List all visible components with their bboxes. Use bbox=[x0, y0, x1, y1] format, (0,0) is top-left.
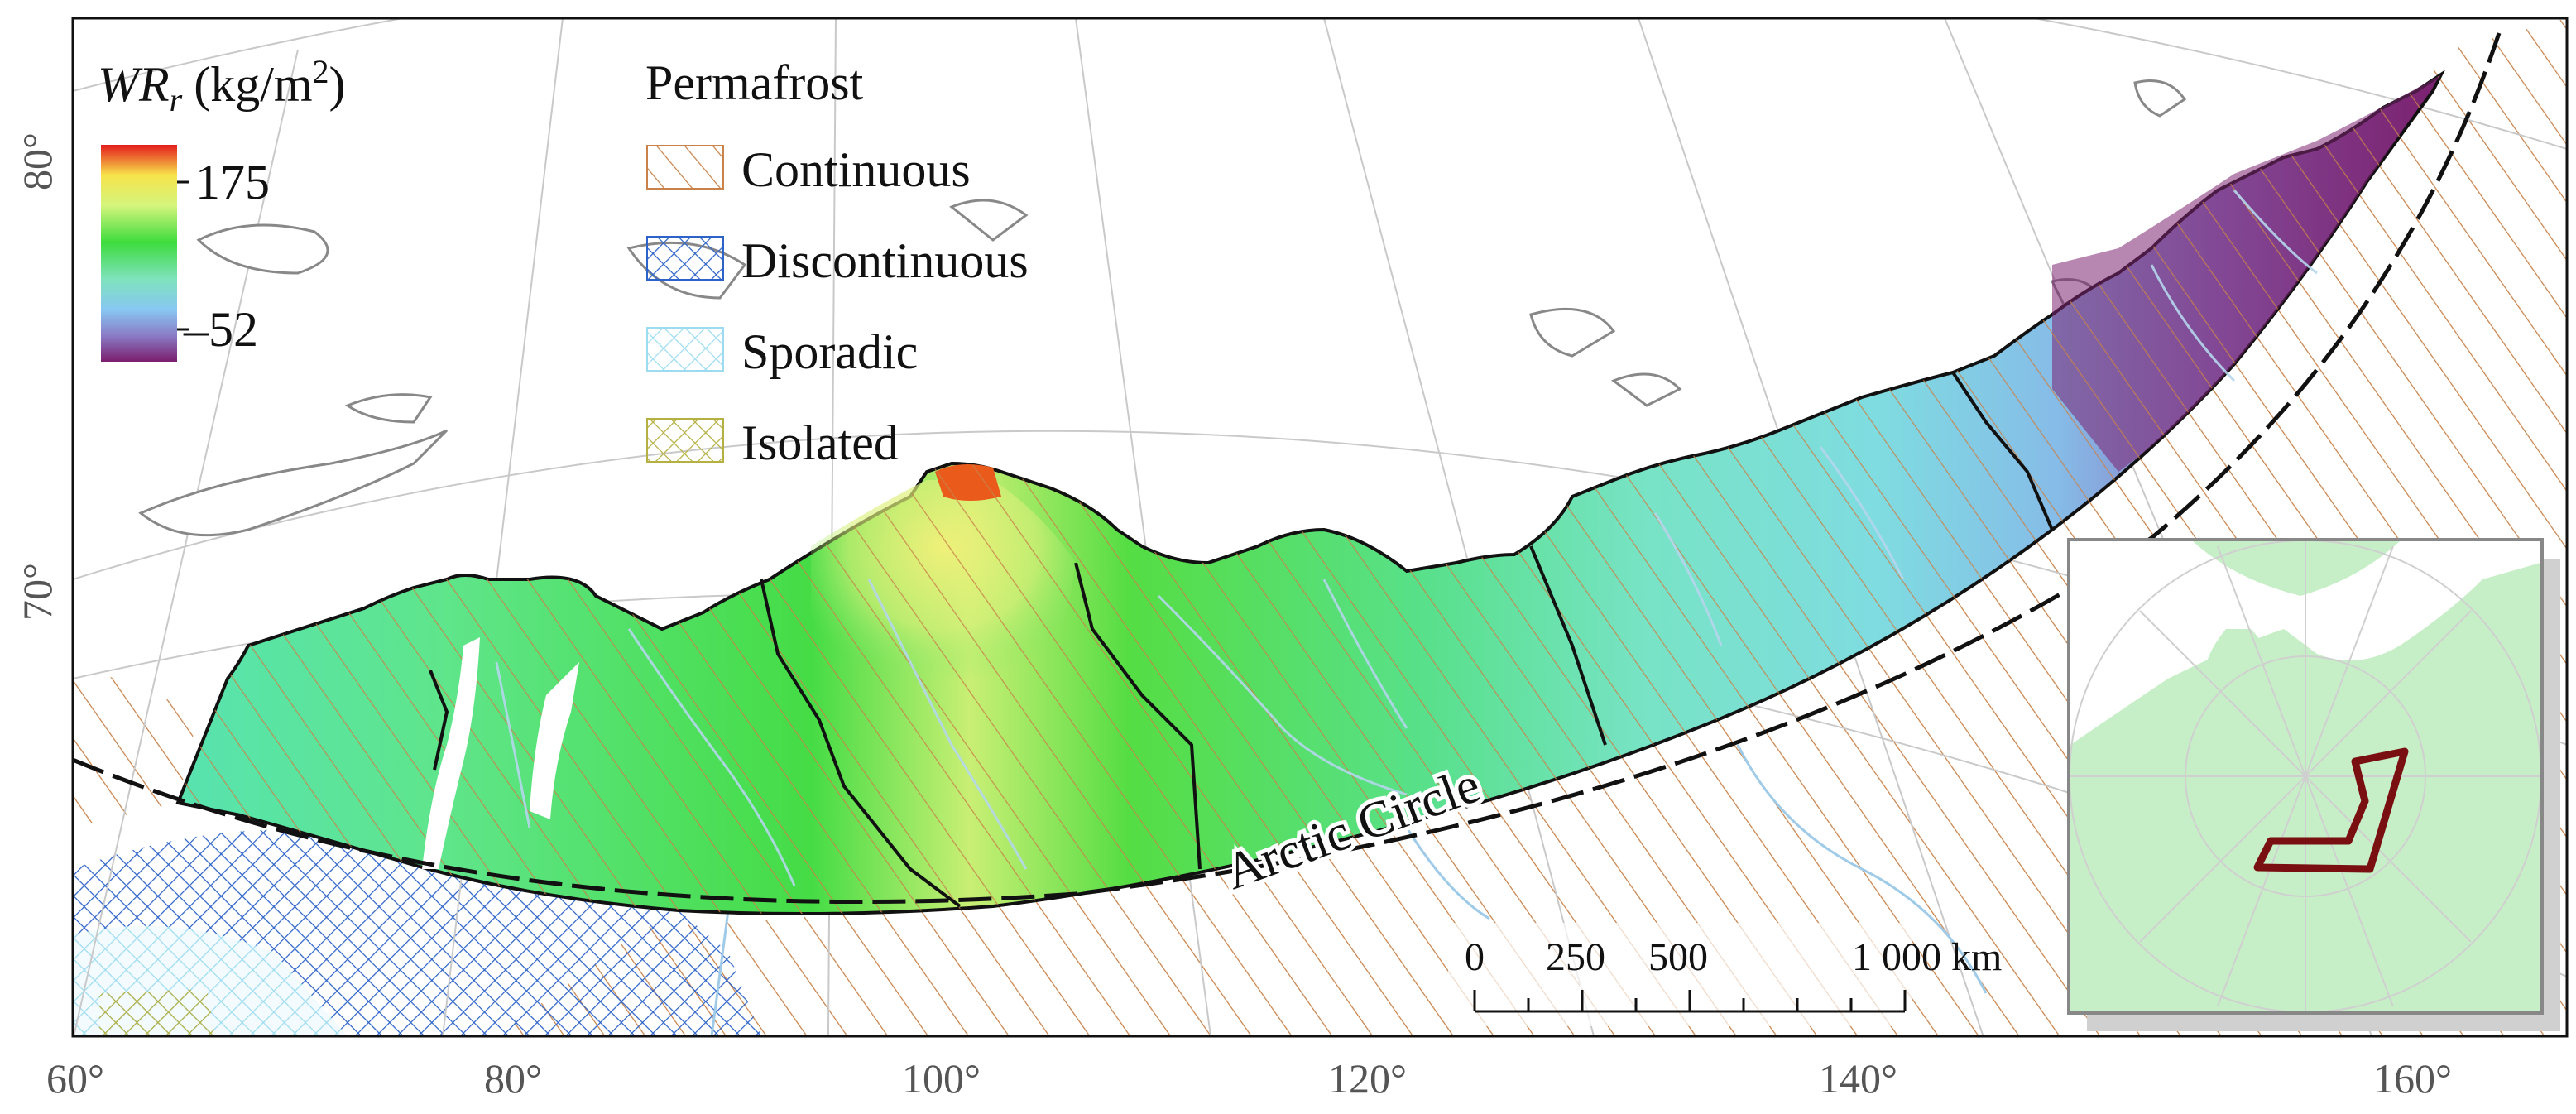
lon-label-100: 100° bbox=[902, 1055, 981, 1102]
region-boundaries bbox=[429, 371, 2054, 908]
colorbar-title-sub: r bbox=[170, 81, 183, 118]
legend-title: Permafrost bbox=[645, 55, 864, 110]
lon-label-140: 140° bbox=[1819, 1055, 1897, 1102]
legend-label-sporadic: Sporadic bbox=[741, 324, 918, 379]
legend-label-isolated: Isolated bbox=[741, 415, 899, 470]
scale-bar: 0 250 500 1 000 km bbox=[1448, 923, 2002, 1026]
study-region-hatch bbox=[178, 74, 2441, 914]
legend-label-discontinuous: Discontinuous bbox=[741, 233, 1029, 288]
inset-study-area bbox=[2253, 747, 2409, 873]
inset-land-north bbox=[2193, 541, 2400, 596]
yenisei-gulf bbox=[530, 662, 579, 819]
colorbar-max-label: 175 bbox=[195, 155, 270, 209]
map-frame bbox=[71, 17, 2569, 1038]
colorbar-title-units: (kg/m bbox=[194, 57, 312, 112]
legend-swatch-discontinuous bbox=[646, 236, 724, 281]
rivers-region bbox=[495, 190, 2318, 886]
colorbar-title: WRr (kg/m2) bbox=[98, 53, 346, 118]
lon-label-160: 160° bbox=[2373, 1055, 2452, 1102]
scale-label-1000: 1 000 km bbox=[1852, 935, 2002, 979]
inset-graticule bbox=[2070, 541, 2540, 1011]
legend-label-continuous: Continuous bbox=[741, 142, 971, 197]
colorbar-min-label: –52 bbox=[183, 302, 258, 357]
colorbar-title-sup: 2 bbox=[313, 53, 329, 90]
permafrost-legend: Permafrost Continuous Discontinuous Spor… bbox=[645, 55, 1029, 470]
legend-swatch-continuous bbox=[646, 145, 724, 190]
scale-label-0: 0 bbox=[1465, 935, 1485, 979]
colorbar: WRr (kg/m2) 175 –52 bbox=[98, 53, 346, 362]
scale-bar-backdrop bbox=[1448, 923, 1912, 1026]
permafrost-isolated-zone bbox=[99, 989, 215, 1036]
longitude-labels: 60° 80° 100° 120° 140° 160° bbox=[46, 1055, 2452, 1102]
legend-swatch-isolated bbox=[646, 418, 724, 463]
scale-bar-ticks bbox=[1473, 990, 1907, 1011]
scale-label-500: 500 bbox=[1648, 935, 1708, 979]
ob-bay bbox=[422, 637, 480, 869]
latitude-labels: 80° 70° bbox=[14, 132, 60, 621]
colorbar-title-var: WR bbox=[98, 57, 170, 112]
lon-label-120: 120° bbox=[1328, 1055, 1407, 1102]
arctic-circle-line bbox=[73, 32, 2502, 905]
permafrost-continuous-west bbox=[73, 662, 199, 828]
colorbar-title-close: ) bbox=[329, 57, 346, 112]
scale-label-250: 250 bbox=[1546, 935, 1605, 979]
lat-label-80: 80° bbox=[14, 132, 60, 190]
lon-label-80: 80° bbox=[484, 1055, 542, 1102]
lon-label-60: 60° bbox=[46, 1055, 104, 1102]
inset-map bbox=[2067, 538, 2560, 1031]
colorbar-ramp bbox=[101, 145, 177, 362]
inset-land-greenland bbox=[2203, 629, 2273, 733]
lat-label-70: 70° bbox=[14, 563, 60, 621]
permafrost-continuous-zone bbox=[496, 18, 2567, 1036]
legend-swatch-sporadic bbox=[646, 327, 724, 372]
